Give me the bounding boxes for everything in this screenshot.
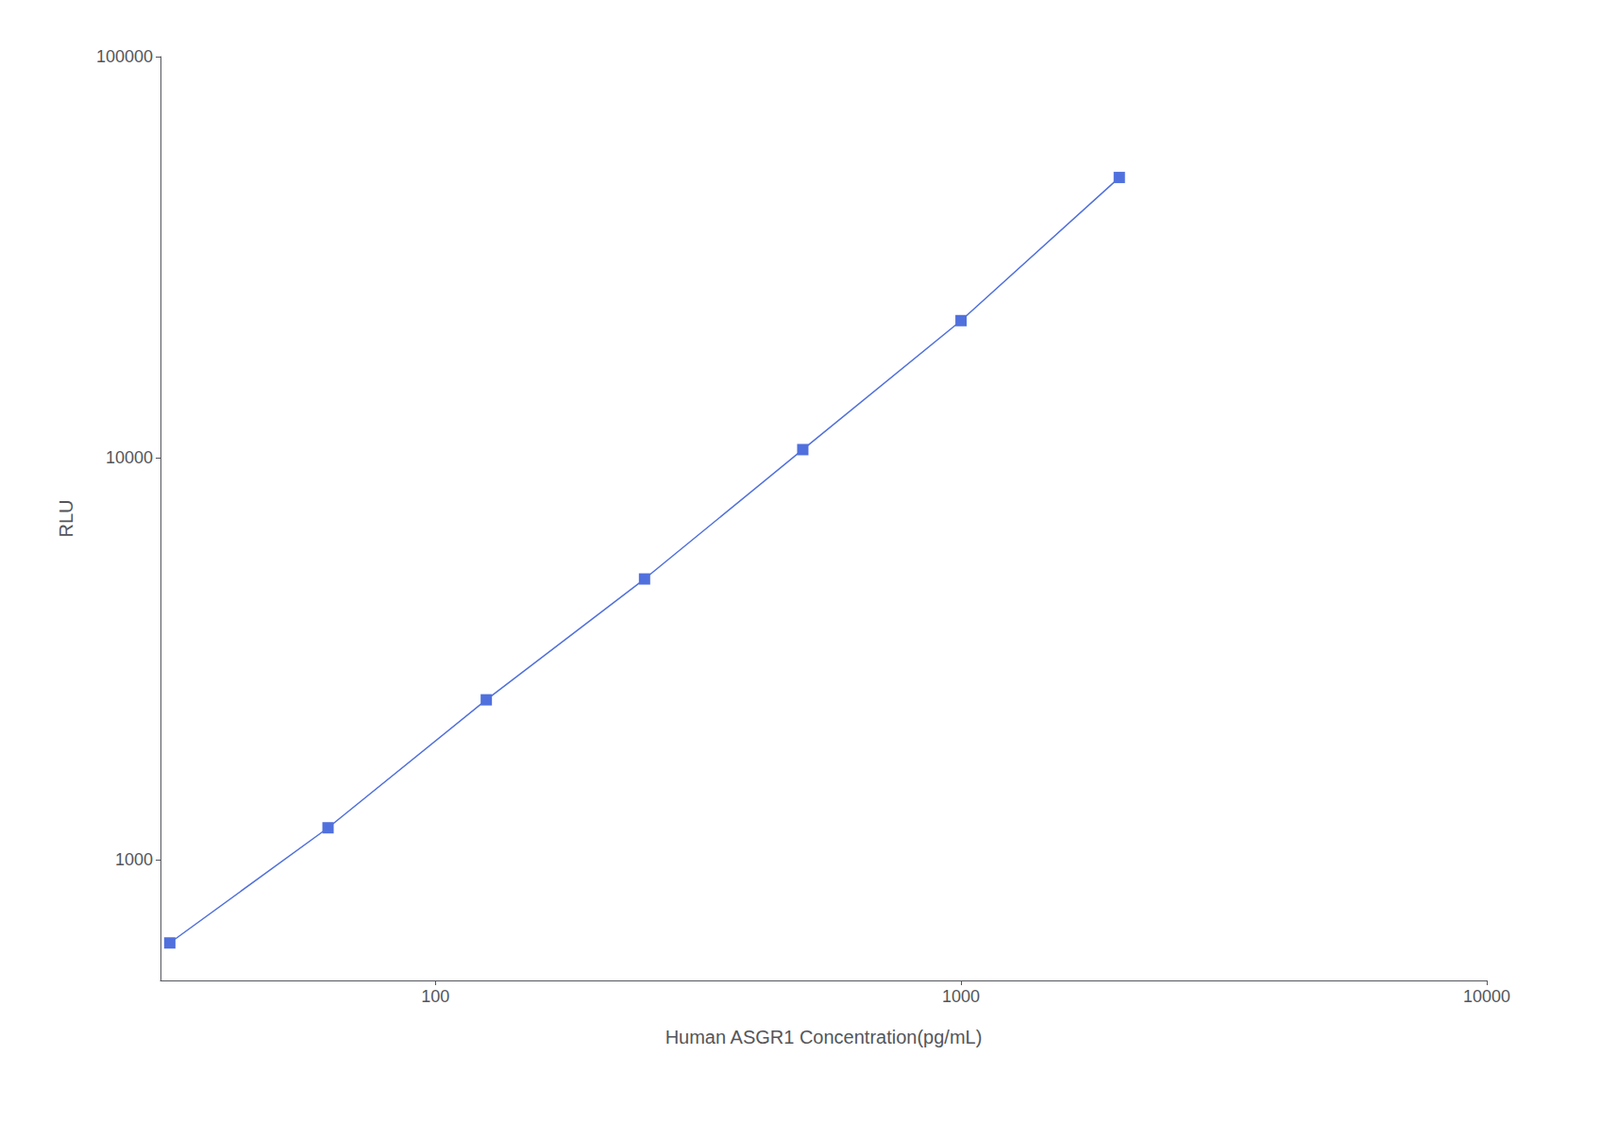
svg-text:10000: 10000	[1463, 987, 1511, 1007]
svg-text:RLU: RLU	[55, 499, 77, 538]
svg-text:100: 100	[421, 987, 450, 1007]
svg-text:1000: 1000	[115, 850, 153, 870]
svg-text:100000: 100000	[96, 47, 153, 67]
svg-text:1000: 1000	[942, 987, 980, 1007]
svg-text:10000: 10000	[105, 448, 153, 468]
svg-text:Human ASGR1 Concentration(pg/m: Human ASGR1 Concentration(pg/mL)	[665, 1027, 983, 1048]
